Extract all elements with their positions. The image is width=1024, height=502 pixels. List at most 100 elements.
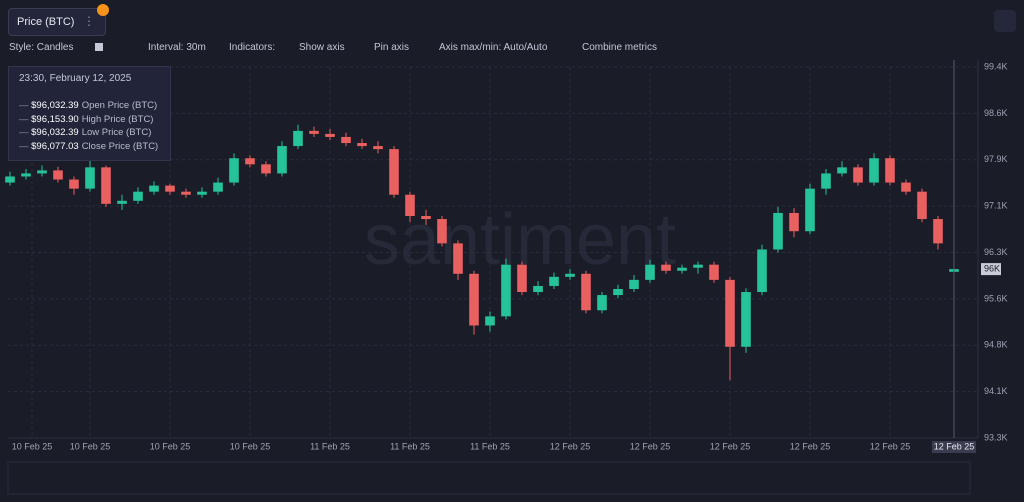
y-tick-label: 97.1K	[984, 201, 1008, 211]
candle-body	[197, 191, 207, 195]
navigator[interactable]	[7, 461, 971, 495]
x-tick-label: 12 Feb 25	[710, 441, 751, 451]
candle-body	[229, 158, 239, 183]
tooltip-label: Close Price (BTC)	[81, 140, 159, 152]
candle-body	[613, 288, 623, 296]
candle-body	[933, 219, 943, 244]
candle-body	[501, 264, 511, 317]
tooltip-row: — $96,032.39 Open Price (BTC)	[19, 100, 158, 111]
candle-body	[757, 249, 767, 293]
pin-axis[interactable]: Pin axis	[374, 42, 410, 53]
candle-body	[421, 216, 431, 220]
candle-body	[133, 191, 143, 201]
tooltip-value: $96,077.03	[31, 140, 79, 152]
candle-body	[565, 273, 575, 277]
y-tick-label: 97.9K	[984, 154, 1008, 164]
y-tick-label: 95.6K	[984, 293, 1008, 303]
candle-body	[581, 273, 591, 311]
last-price-label: 96K	[984, 263, 1000, 273]
candle-body	[693, 264, 703, 268]
candle-body	[389, 149, 399, 195]
tooltip-label: High Price (BTC)	[81, 113, 154, 125]
candle-body	[645, 264, 655, 280]
btc-icon	[97, 4, 109, 16]
candle-body	[629, 279, 639, 289]
candle-body	[741, 292, 751, 347]
candle-body	[277, 146, 287, 174]
x-tick-label: 12 Feb 25	[630, 441, 671, 451]
candle-body	[357, 143, 367, 147]
candle-body	[901, 182, 911, 192]
candle-body	[517, 264, 527, 293]
crosshair-label: 12 Feb 25	[934, 441, 975, 451]
tooltip-label: Open Price (BTC)	[81, 100, 158, 111]
tooltip-value: $96,032.39	[31, 127, 79, 138]
candle-body	[405, 194, 415, 217]
metric-name: Price (BTC)	[17, 16, 75, 28]
menu-dots[interactable]: ⋮	[83, 14, 95, 28]
y-tick-label: 94.8K	[984, 340, 1008, 350]
candle-body	[837, 167, 847, 174]
candle-body	[709, 264, 719, 280]
candle-body	[533, 285, 543, 293]
candle-body	[453, 243, 463, 274]
candle-body	[213, 182, 223, 192]
x-tick-label: 10 Feb 25	[150, 441, 191, 451]
x-tick-label: 12 Feb 25	[870, 441, 911, 451]
candle-body	[53, 170, 63, 180]
color-swatch[interactable]	[95, 43, 103, 51]
candle-body	[325, 133, 335, 137]
tooltip: 23:30, February 12, 2025 — $96,032.39 Ope…	[8, 66, 171, 161]
x-tick-label: 10 Feb 25	[12, 441, 53, 451]
candle-body	[597, 295, 607, 311]
candle-body	[485, 316, 495, 326]
candle-body	[437, 219, 447, 244]
metric-chip[interactable]: Price (BTC) ⋮	[8, 8, 106, 36]
candle-body	[677, 267, 687, 271]
x-tick-label: 12 Feb 25	[790, 441, 831, 451]
tooltip-value: $96,153.90	[31, 113, 79, 125]
settings-button[interactable]	[994, 10, 1016, 32]
candle-body	[261, 164, 271, 174]
x-tick-label: 12 Feb 25	[550, 441, 591, 451]
candle-body	[5, 176, 15, 183]
candle-body	[917, 191, 927, 220]
candle-body	[37, 170, 47, 174]
candle-body	[149, 185, 159, 192]
candle-body	[725, 279, 735, 347]
tooltip-rows: — $96,032.39 Open Price (BTC) — $96,153.90…	[19, 99, 158, 153]
style-select[interactable]: Style: Candles	[9, 42, 74, 53]
axis-range[interactable]: Axis max/min: Auto/Auto	[439, 42, 548, 53]
interval-select[interactable]: Interval: 30m	[148, 42, 206, 53]
candle-body	[245, 158, 255, 165]
candle-body	[789, 212, 799, 232]
x-tick-label: 10 Feb 25	[70, 441, 111, 451]
candle-body	[117, 200, 127, 204]
candle-body	[549, 276, 559, 286]
candle-body	[181, 191, 191, 195]
candle-body	[293, 130, 303, 147]
candle-body	[853, 167, 863, 183]
x-tick-label: 10 Feb 25	[230, 441, 271, 451]
candle-body	[773, 212, 783, 250]
show-axis[interactable]: Show axis	[299, 42, 345, 53]
y-tick-label: 98.6K	[984, 108, 1008, 118]
tooltip-row: — $96,077.03 Close Price (BTC)	[19, 140, 159, 152]
candle-body	[309, 130, 319, 134]
candle-body	[85, 167, 95, 189]
indicators-select[interactable]: Indicators:	[229, 42, 276, 53]
candle-body	[661, 264, 671, 271]
candle-body	[21, 173, 31, 177]
candle-body	[869, 158, 879, 183]
candle-body	[469, 273, 479, 326]
y-tick-label: 93.3K	[984, 432, 1008, 442]
x-tick-label: 11 Feb 25	[310, 441, 350, 451]
combine-metrics[interactable]: Combine metrics	[582, 42, 658, 53]
candle-body	[341, 136, 351, 144]
tooltip-row: — $96,153.90 High Price (BTC)	[19, 113, 154, 125]
y-tick-label: 96.3K	[984, 247, 1008, 257]
candle-body	[373, 146, 383, 150]
last-price-bg	[981, 263, 1001, 276]
y-tick-label: 94.1K	[984, 386, 1008, 396]
